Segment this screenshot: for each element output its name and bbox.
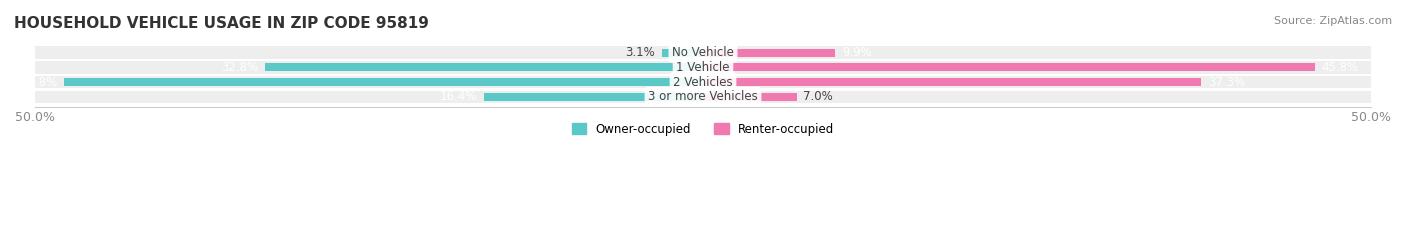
Bar	[703, 78, 1201, 86]
Text: Source: ZipAtlas.com: Source: ZipAtlas.com	[1274, 16, 1392, 26]
Bar	[264, 63, 703, 72]
Text: 47.8%: 47.8%	[21, 76, 58, 89]
Bar	[662, 48, 703, 57]
Text: 45.8%: 45.8%	[1322, 61, 1358, 74]
Text: 3 or more Vehicles: 3 or more Vehicles	[648, 90, 758, 103]
Bar	[703, 48, 835, 57]
Bar	[35, 91, 1371, 103]
Text: 9.9%: 9.9%	[842, 46, 872, 59]
Text: 37.3%: 37.3%	[1208, 76, 1246, 89]
Bar	[65, 78, 703, 86]
Bar	[35, 46, 1371, 59]
Bar	[35, 61, 1371, 74]
Text: 3.1%: 3.1%	[626, 46, 655, 59]
Text: 1 Vehicle: 1 Vehicle	[676, 61, 730, 74]
Bar	[703, 93, 797, 101]
Text: 2 Vehicles: 2 Vehicles	[673, 76, 733, 89]
Text: 7.0%: 7.0%	[803, 90, 832, 103]
Bar	[35, 76, 1371, 89]
Text: 16.4%: 16.4%	[440, 90, 477, 103]
Bar	[703, 63, 1315, 72]
Bar	[484, 93, 703, 101]
Text: 32.8%: 32.8%	[221, 61, 259, 74]
Text: No Vehicle: No Vehicle	[672, 46, 734, 59]
Text: HOUSEHOLD VEHICLE USAGE IN ZIP CODE 95819: HOUSEHOLD VEHICLE USAGE IN ZIP CODE 9581…	[14, 16, 429, 31]
Legend: Owner-occupied, Renter-occupied: Owner-occupied, Renter-occupied	[572, 123, 834, 136]
